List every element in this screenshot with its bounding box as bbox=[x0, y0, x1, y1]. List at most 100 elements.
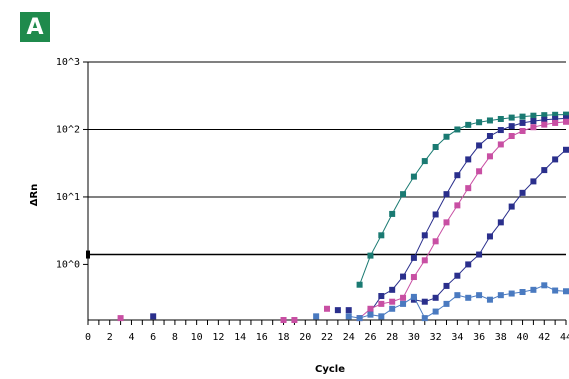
series-3-point bbox=[476, 251, 483, 258]
series-0-point bbox=[421, 158, 428, 165]
y-tick-label: 10^2 bbox=[56, 124, 80, 135]
series-2-point bbox=[508, 133, 515, 140]
series-1-point bbox=[443, 191, 450, 198]
panel-label-badge: A bbox=[20, 12, 50, 42]
series-4-point bbox=[400, 300, 407, 307]
series-1-point bbox=[454, 172, 461, 179]
series-0-point bbox=[465, 121, 472, 128]
series-3-point bbox=[443, 282, 450, 289]
series-3-point bbox=[465, 261, 472, 268]
x-tick-label: 20 bbox=[299, 332, 311, 343]
series-0-point bbox=[389, 210, 396, 217]
series-2-point bbox=[465, 185, 472, 192]
scatter-point-6 bbox=[334, 307, 341, 314]
series-0-point bbox=[508, 114, 515, 121]
series-0-point bbox=[432, 143, 439, 150]
series-3-point bbox=[541, 167, 548, 174]
scatter-point-4 bbox=[313, 313, 320, 320]
series-line-1 bbox=[370, 117, 567, 312]
x-tick-label: 24 bbox=[343, 332, 355, 343]
series-1-point bbox=[486, 133, 493, 140]
y-tick-label: 10^3 bbox=[56, 57, 80, 68]
series-3-point bbox=[486, 233, 493, 240]
series-4-point bbox=[465, 294, 472, 301]
series-3-point bbox=[519, 189, 526, 196]
y-tick-label: 10^0 bbox=[56, 259, 80, 270]
x-tick-label: 6 bbox=[150, 332, 156, 343]
series-1-point bbox=[530, 118, 537, 125]
series-4-point bbox=[345, 313, 352, 320]
scatter-point-2 bbox=[280, 317, 287, 323]
series-2-point bbox=[410, 274, 417, 281]
scatter-point-5 bbox=[324, 305, 330, 312]
series-0-point bbox=[530, 112, 537, 119]
series-2-point bbox=[454, 202, 461, 209]
series-2-point bbox=[541, 121, 548, 128]
series-1-point bbox=[552, 115, 559, 122]
x-tick-label: 4 bbox=[128, 332, 134, 343]
series-0-point bbox=[476, 119, 483, 126]
series-2-point bbox=[497, 141, 504, 148]
series-4-point bbox=[367, 311, 374, 318]
x-tick-label: 40 bbox=[517, 332, 529, 343]
tick-labels: 10^010^110^210^30 2 4 6 8 10 12 14 16 18 20 22 24 26 2… bbox=[56, 57, 569, 343]
series-2-point bbox=[389, 298, 396, 305]
series-1-point bbox=[421, 232, 428, 239]
y-tick-label: 10^1 bbox=[56, 192, 80, 203]
series-0-point bbox=[410, 173, 417, 180]
x-tick-label: 30 bbox=[408, 332, 420, 343]
series-2-point bbox=[367, 305, 374, 312]
series-line-0 bbox=[359, 114, 567, 285]
series-4-point bbox=[486, 296, 493, 303]
x-tick-label: 32 bbox=[430, 332, 442, 343]
x-tick-label: 0 bbox=[85, 332, 91, 343]
series-0-point bbox=[497, 115, 504, 122]
axes bbox=[83, 61, 567, 325]
series-0-point bbox=[552, 111, 559, 118]
x-tick-label: 36 bbox=[473, 332, 485, 343]
series-2-point bbox=[519, 127, 526, 134]
series-1-point bbox=[432, 211, 439, 218]
series-4-point bbox=[552, 287, 559, 294]
series-4-point bbox=[508, 290, 515, 297]
series-4-point bbox=[541, 282, 548, 289]
series-2-point bbox=[443, 219, 450, 226]
series-3-point bbox=[530, 178, 537, 185]
x-tick-label: 14 bbox=[234, 332, 246, 343]
x-tick-label: 26 bbox=[364, 332, 376, 343]
series-4-point bbox=[454, 292, 461, 299]
series-1-point bbox=[541, 116, 548, 123]
x-tick-label: 12 bbox=[212, 332, 224, 343]
series-3-point bbox=[454, 272, 461, 279]
series-1-point bbox=[497, 127, 504, 134]
series-2-point bbox=[563, 118, 569, 125]
x-tick-label: 34 bbox=[451, 332, 463, 343]
series-1-point bbox=[389, 286, 396, 293]
series-2-point bbox=[530, 124, 537, 131]
series-3-point bbox=[563, 146, 569, 153]
x-tick-label: 2 bbox=[107, 332, 113, 343]
threshold-line-group bbox=[86, 250, 566, 259]
x-tick-label: 16 bbox=[256, 332, 268, 343]
series-2-point bbox=[476, 168, 483, 175]
series-3-point bbox=[497, 219, 504, 226]
series-2-point bbox=[486, 153, 493, 160]
x-tick-label: 42 bbox=[538, 332, 550, 343]
series-4-point bbox=[356, 315, 363, 322]
series-3-point bbox=[552, 156, 559, 163]
x-axis-title: Cycle bbox=[315, 364, 345, 375]
series-1-point bbox=[476, 142, 483, 149]
series-1-point bbox=[563, 115, 569, 122]
series-1-point bbox=[400, 273, 407, 280]
x-tick-label: 38 bbox=[495, 332, 507, 343]
series-4-point bbox=[563, 288, 569, 295]
gridlines bbox=[88, 61, 566, 198]
series-4-point bbox=[389, 305, 396, 312]
series-4-point bbox=[476, 292, 483, 299]
x-tick-label: 10 bbox=[191, 332, 203, 343]
series-2-point bbox=[400, 294, 407, 301]
x-tick-label: 18 bbox=[278, 332, 290, 343]
series-0-point bbox=[356, 281, 363, 288]
series-0-point bbox=[541, 112, 548, 119]
